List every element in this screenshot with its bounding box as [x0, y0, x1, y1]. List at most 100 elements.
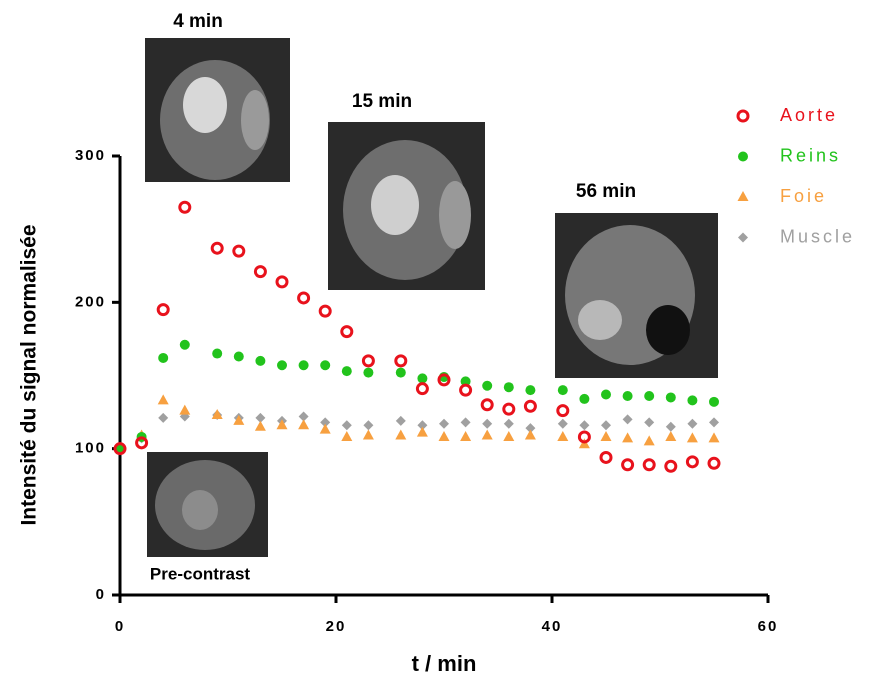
legend-label: Aorte — [780, 105, 838, 125]
point — [642, 458, 656, 472]
point — [665, 430, 677, 441]
point — [503, 430, 515, 441]
mri-image — [328, 122, 485, 290]
point — [439, 418, 449, 429]
point — [622, 414, 633, 425]
point — [579, 420, 590, 431]
point — [277, 360, 287, 371]
x-tick-label: 20 — [326, 618, 347, 635]
point — [395, 429, 407, 440]
point — [524, 429, 536, 440]
point — [362, 429, 374, 440]
point — [523, 399, 537, 413]
point — [157, 394, 169, 405]
point — [395, 367, 406, 378]
point — [709, 417, 719, 428]
annotation: 15 min — [352, 91, 412, 112]
point — [415, 382, 429, 396]
point — [503, 418, 514, 429]
point — [341, 430, 353, 441]
point — [156, 303, 170, 317]
point — [481, 429, 493, 440]
point — [644, 417, 655, 428]
point — [482, 380, 493, 391]
point — [556, 404, 570, 418]
x-tick-label: 40 — [542, 618, 563, 635]
annotation: 56 min — [576, 181, 636, 202]
point — [643, 435, 655, 446]
point — [297, 291, 311, 305]
legend-label: Reins — [780, 145, 841, 165]
y-tick-label: 0 — [96, 586, 106, 603]
point — [233, 351, 244, 362]
point — [687, 395, 698, 406]
point — [178, 200, 192, 214]
point — [438, 430, 450, 441]
legend-label: Foie — [780, 186, 827, 206]
x-axis-label: t / min — [412, 651, 477, 676]
point — [417, 420, 428, 431]
annotation: 4 min — [173, 11, 223, 32]
point — [685, 455, 699, 469]
point — [320, 417, 331, 428]
point — [622, 390, 633, 401]
point — [276, 419, 288, 430]
point — [394, 354, 408, 368]
y-tick-label: 300 — [75, 147, 106, 164]
point — [395, 415, 406, 426]
mri-image — [147, 452, 268, 557]
point — [480, 398, 494, 412]
point — [298, 411, 309, 422]
point — [320, 360, 331, 371]
point — [601, 420, 611, 431]
point — [460, 417, 471, 428]
annotation: Pre-contrast — [150, 564, 250, 583]
point — [709, 396, 719, 407]
point — [416, 426, 428, 437]
legend-label: Muscle — [780, 226, 855, 246]
point — [557, 418, 568, 429]
point — [503, 382, 514, 393]
mri-image — [145, 38, 290, 182]
point — [460, 376, 471, 387]
point — [340, 325, 354, 339]
legend-marker — [738, 232, 748, 243]
point — [363, 420, 374, 431]
point — [482, 418, 493, 429]
point — [253, 265, 267, 279]
point — [707, 456, 721, 470]
point — [233, 414, 245, 425]
point — [437, 373, 451, 387]
point — [254, 420, 266, 431]
point — [579, 393, 590, 404]
x-tick-label: 60 — [758, 618, 779, 635]
point — [665, 421, 676, 432]
point — [621, 458, 635, 472]
point — [599, 450, 613, 464]
point — [232, 244, 246, 258]
point — [275, 275, 289, 289]
point — [361, 354, 375, 368]
point — [687, 418, 698, 429]
point — [525, 423, 536, 434]
point — [363, 367, 374, 378]
point — [210, 241, 224, 255]
point — [686, 432, 698, 443]
point — [318, 304, 332, 318]
point — [179, 404, 191, 415]
point — [417, 373, 428, 384]
point — [211, 409, 223, 420]
legend-marker — [737, 191, 749, 201]
point — [460, 430, 472, 441]
y-axis-label: Intensité du signal normalisée — [18, 224, 41, 525]
point — [113, 442, 127, 456]
point — [212, 348, 223, 359]
point — [502, 402, 516, 416]
point — [525, 385, 536, 396]
y-tick-label: 100 — [75, 440, 106, 457]
point — [341, 420, 352, 431]
legend-marker — [736, 109, 750, 123]
point — [135, 436, 149, 450]
point — [664, 459, 678, 473]
